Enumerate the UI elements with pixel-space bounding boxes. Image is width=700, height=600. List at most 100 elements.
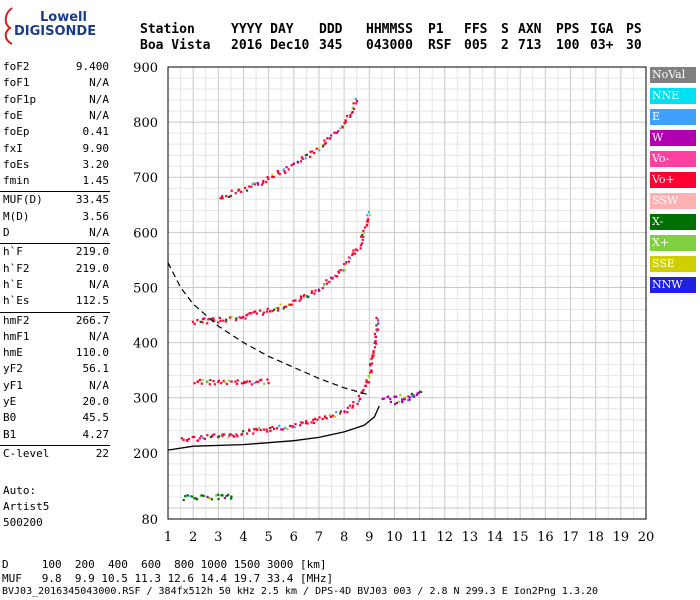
param-value: 219.0 bbox=[75, 261, 109, 275]
legend-item: X- bbox=[650, 214, 696, 230]
trace-point bbox=[354, 97, 357, 101]
y-tick-label: 900 bbox=[133, 61, 158, 76]
trace-point bbox=[331, 414, 334, 417]
trace-point bbox=[276, 169, 279, 173]
trace-point bbox=[339, 127, 342, 130]
param-row: foEs 3.20 bbox=[3, 158, 109, 174]
trace-point bbox=[335, 411, 338, 414]
trace-point bbox=[310, 291, 313, 294]
trace-point bbox=[278, 172, 281, 176]
trace-point bbox=[343, 121, 346, 124]
trace-point bbox=[383, 397, 386, 400]
trace-point bbox=[228, 434, 231, 437]
trace-point bbox=[334, 415, 337, 418]
param-label: hmE bbox=[3, 346, 23, 360]
trace-point bbox=[248, 380, 251, 383]
trace-point bbox=[201, 318, 205, 321]
trace-point bbox=[306, 422, 309, 425]
param-value: 110.0 bbox=[75, 346, 109, 360]
trace-point bbox=[221, 433, 224, 436]
trace-point bbox=[339, 412, 342, 415]
param-row: B1 4.27 bbox=[3, 428, 109, 444]
x-tick-label: 9 bbox=[365, 530, 373, 545]
trace-point bbox=[225, 382, 228, 385]
trace-point bbox=[395, 395, 398, 398]
trace-point bbox=[257, 427, 261, 430]
trace-point bbox=[275, 307, 278, 310]
param-value: N/A bbox=[89, 92, 109, 106]
trace-point bbox=[415, 393, 418, 396]
x-tick-label: 17 bbox=[562, 530, 579, 545]
legend-item: Vo+ bbox=[650, 172, 696, 188]
trace-point bbox=[339, 268, 342, 272]
trace-point bbox=[367, 210, 371, 214]
x-tick-label: 3 bbox=[214, 530, 222, 545]
trace-point bbox=[182, 499, 185, 502]
hdr-date: YYYY DAY bbox=[231, 22, 294, 37]
legend-item: SSW bbox=[650, 193, 696, 209]
trace-point bbox=[373, 346, 377, 349]
trace-point bbox=[200, 382, 203, 385]
trace-point bbox=[362, 231, 365, 235]
trace-point bbox=[366, 224, 369, 227]
hdr-p1: P1 bbox=[428, 22, 444, 37]
trace-point bbox=[321, 417, 324, 420]
footer-muf-row: MUF 9.8 9.9 10.5 11.3 12.6 14.4 19.7 33.… bbox=[2, 572, 334, 585]
param-label: foE bbox=[3, 108, 23, 122]
trace-point bbox=[372, 349, 375, 353]
trace-point bbox=[315, 147, 318, 150]
trace-point bbox=[200, 435, 203, 438]
trace-point bbox=[230, 495, 233, 498]
trace-point bbox=[277, 307, 280, 310]
trace-point bbox=[305, 153, 308, 156]
trace-point bbox=[357, 394, 360, 397]
trace-point bbox=[318, 149, 321, 152]
trace-point bbox=[352, 107, 355, 110]
trace-point bbox=[359, 244, 362, 247]
trace-point bbox=[373, 332, 376, 335]
trace-point bbox=[236, 379, 239, 382]
trace-point bbox=[260, 183, 264, 186]
trace-point bbox=[299, 295, 302, 298]
trace-point bbox=[221, 434, 224, 437]
trace-point bbox=[288, 303, 291, 306]
trace-point bbox=[259, 309, 262, 312]
param-row: MUF(D) 33.45 bbox=[3, 193, 109, 209]
y-tick-label: 600 bbox=[133, 226, 158, 241]
trace-point bbox=[229, 433, 232, 436]
trace-point bbox=[323, 139, 326, 142]
trace-point bbox=[206, 434, 209, 437]
trace-point bbox=[417, 391, 420, 394]
trace-point bbox=[341, 126, 344, 129]
trace-point bbox=[221, 195, 224, 198]
trace-point bbox=[331, 277, 334, 280]
trace-point bbox=[367, 381, 371, 384]
trace-point bbox=[245, 189, 249, 192]
trace-point bbox=[246, 380, 249, 383]
trace-point bbox=[244, 186, 247, 189]
trace-point bbox=[314, 289, 317, 292]
trace-point bbox=[351, 110, 354, 114]
x-tick-label: 19 bbox=[613, 530, 630, 545]
trace-point bbox=[416, 392, 419, 395]
param-label: h`Es bbox=[3, 294, 30, 308]
trace-point bbox=[370, 369, 373, 372]
trace-point bbox=[225, 494, 228, 498]
trace-point bbox=[198, 378, 201, 381]
chart-profiles bbox=[167, 262, 380, 451]
trace-point bbox=[252, 432, 255, 435]
hdr-ps: PS bbox=[626, 22, 642, 37]
trace-point bbox=[244, 317, 247, 320]
trace-point bbox=[235, 433, 238, 436]
footer-distance-row: D 100 200 400 600 800 1000 1500 3000 [km… bbox=[2, 558, 327, 571]
trace-point bbox=[203, 437, 206, 440]
trace-point bbox=[193, 382, 196, 385]
trace-point bbox=[213, 433, 216, 436]
footer-file-row: BVJ03_2016345043000.RSF / 384fx512h 50 k… bbox=[2, 586, 599, 597]
trace-point bbox=[193, 322, 196, 325]
trace-point bbox=[349, 404, 352, 407]
trace-point bbox=[277, 309, 280, 312]
param-value: 9.400 bbox=[75, 60, 109, 73]
trace-group bbox=[182, 493, 233, 502]
trace-point bbox=[333, 131, 336, 134]
